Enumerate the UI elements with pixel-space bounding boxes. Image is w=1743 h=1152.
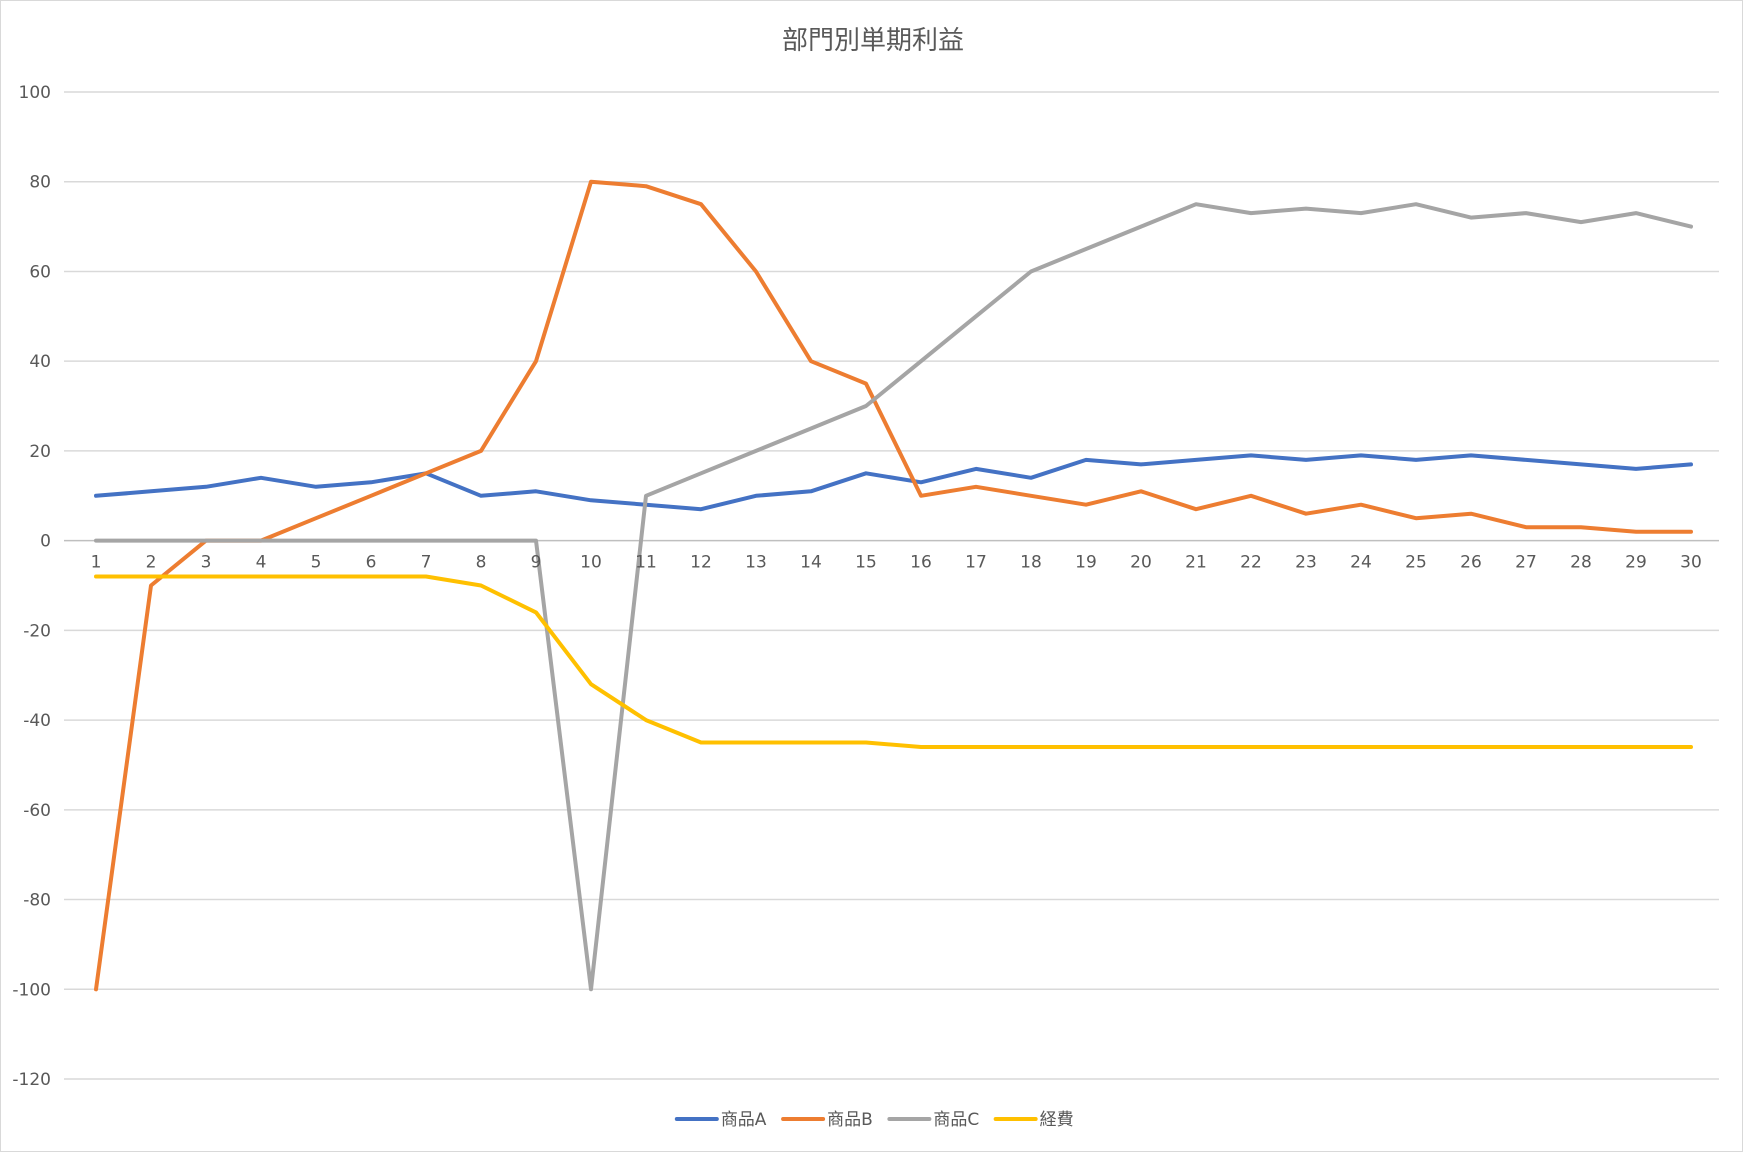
y-tick-label: -80 — [23, 891, 51, 911]
x-tick-label: 15 — [855, 553, 877, 573]
series-line-3 — [94, 202, 1693, 992]
legend-item-1: 商品A — [674, 1110, 767, 1130]
y-tick-label: 40 — [29, 352, 51, 372]
x-tick-label: 11 — [635, 553, 657, 573]
x-tick-label: 9 — [531, 553, 542, 573]
x-tick-label: 29 — [1625, 553, 1647, 573]
series-line-4 — [94, 574, 1693, 749]
x-tick-label: 24 — [1350, 553, 1372, 573]
y-tick-label: -100 — [12, 980, 51, 1000]
legend: 商品A 商品B 商品C 経費 — [674, 1110, 1074, 1130]
legend-item-4: 経費 — [993, 1110, 1074, 1130]
chart-title: 部門別単期利益 — [782, 26, 964, 56]
y-tick-label: -40 — [23, 711, 51, 731]
series-lines — [94, 179, 1693, 992]
x-tick-label: 21 — [1185, 553, 1207, 573]
series-line-2 — [94, 179, 1693, 992]
x-tick-label: 12 — [690, 553, 712, 573]
x-tick-label: 10 — [580, 553, 602, 573]
x-tick-label: 22 — [1240, 553, 1262, 573]
legend-item-3: 商品C — [887, 1110, 979, 1130]
x-tick-label: 7 — [421, 553, 432, 573]
y-tick-label: 60 — [29, 262, 51, 282]
y-tick-label: -120 — [12, 1070, 51, 1090]
y-axis-tick-labels: 100 80 60 40 20 0 -20 -40 -60 -80 -100 -120 — [12, 83, 51, 1090]
y-tick-label: 80 — [29, 173, 51, 193]
x-tick-label: 14 — [800, 553, 822, 573]
x-tick-label: 30 — [1680, 553, 1702, 573]
x-tick-label: 28 — [1570, 553, 1592, 573]
x-tick-label: 8 — [476, 553, 487, 573]
x-tick-label: 17 — [965, 553, 987, 573]
x-tick-label: 18 — [1020, 553, 1042, 573]
legend-label: 商品B — [827, 1110, 873, 1130]
x-tick-label: 16 — [910, 553, 932, 573]
x-tick-label: 1 — [91, 553, 102, 573]
x-tick-label: 20 — [1130, 553, 1152, 573]
x-tick-label: 27 — [1515, 553, 1537, 573]
legend-label: 商品A — [721, 1110, 767, 1130]
legend-label: 経費 — [1040, 1110, 1074, 1130]
x-axis-tick-labels: 1 2 3 4 5 6 7 8 9 10 11 12 13 14 15 16 17 18 19 20 21 22 23 24 2… — [91, 553, 1702, 573]
gridlines — [64, 91, 1719, 1080]
x-tick-label: 13 — [745, 553, 767, 573]
y-tick-label: 100 — [19, 83, 51, 103]
x-tick-label: 25 — [1405, 553, 1427, 573]
y-tick-label: -20 — [23, 621, 51, 641]
y-tick-label: 0 — [40, 532, 51, 552]
y-tick-label: 20 — [29, 442, 51, 462]
series-line-1 — [94, 453, 1693, 512]
y-tick-label: -60 — [23, 801, 51, 821]
x-tick-label: 4 — [256, 553, 267, 573]
x-tick-label: 19 — [1075, 553, 1097, 573]
x-tick-label: 2 — [146, 553, 157, 573]
x-tick-label: 23 — [1295, 553, 1317, 573]
x-tick-label: 6 — [366, 553, 377, 573]
legend-item-2: 商品B — [781, 1110, 873, 1130]
x-tick-label: 3 — [201, 553, 212, 573]
legend-label: 商品C — [933, 1110, 979, 1130]
x-tick-label: 5 — [311, 553, 322, 573]
x-tick-label: 26 — [1460, 553, 1482, 573]
